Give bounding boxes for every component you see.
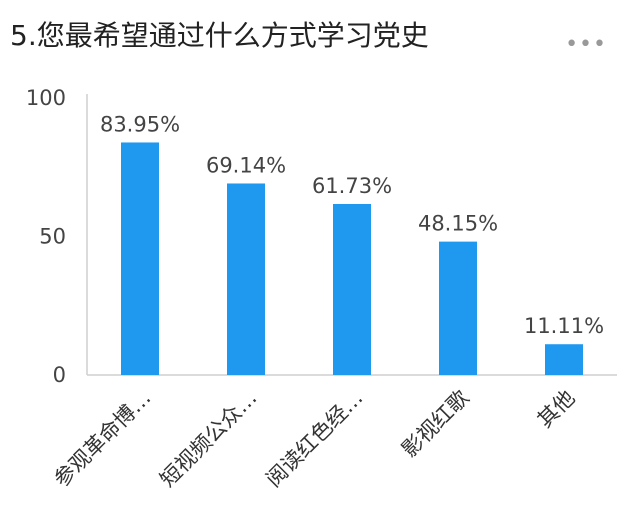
x-category-label: 参观革命博…: [49, 386, 155, 492]
y-tick-label: 100: [26, 86, 66, 110]
bar-value-label: 61.73%: [312, 174, 392, 198]
y-tick-label: 50: [39, 225, 66, 249]
more-options-icon[interactable]: •••: [565, 32, 607, 57]
x-category-label: 影视红歌: [397, 386, 473, 462]
chart-title: 5.您最希望通过什么方式学习党史: [10, 19, 429, 52]
x-category-label: 短视频公众…: [155, 386, 261, 492]
bar: [227, 183, 265, 375]
bar: [333, 204, 371, 375]
x-category-label: 其他: [533, 386, 580, 433]
bar: [545, 344, 583, 375]
bar-value-label: 69.14%: [206, 153, 286, 177]
bar-value-label: 11.11%: [524, 314, 604, 338]
bar-value-label: 83.95%: [100, 112, 180, 136]
bar: [121, 142, 159, 375]
y-tick-label: 0: [53, 363, 66, 387]
bar-value-label: 48.15%: [418, 212, 498, 236]
bar: [439, 241, 477, 375]
x-category-label: 阅读红色经…: [261, 386, 367, 492]
